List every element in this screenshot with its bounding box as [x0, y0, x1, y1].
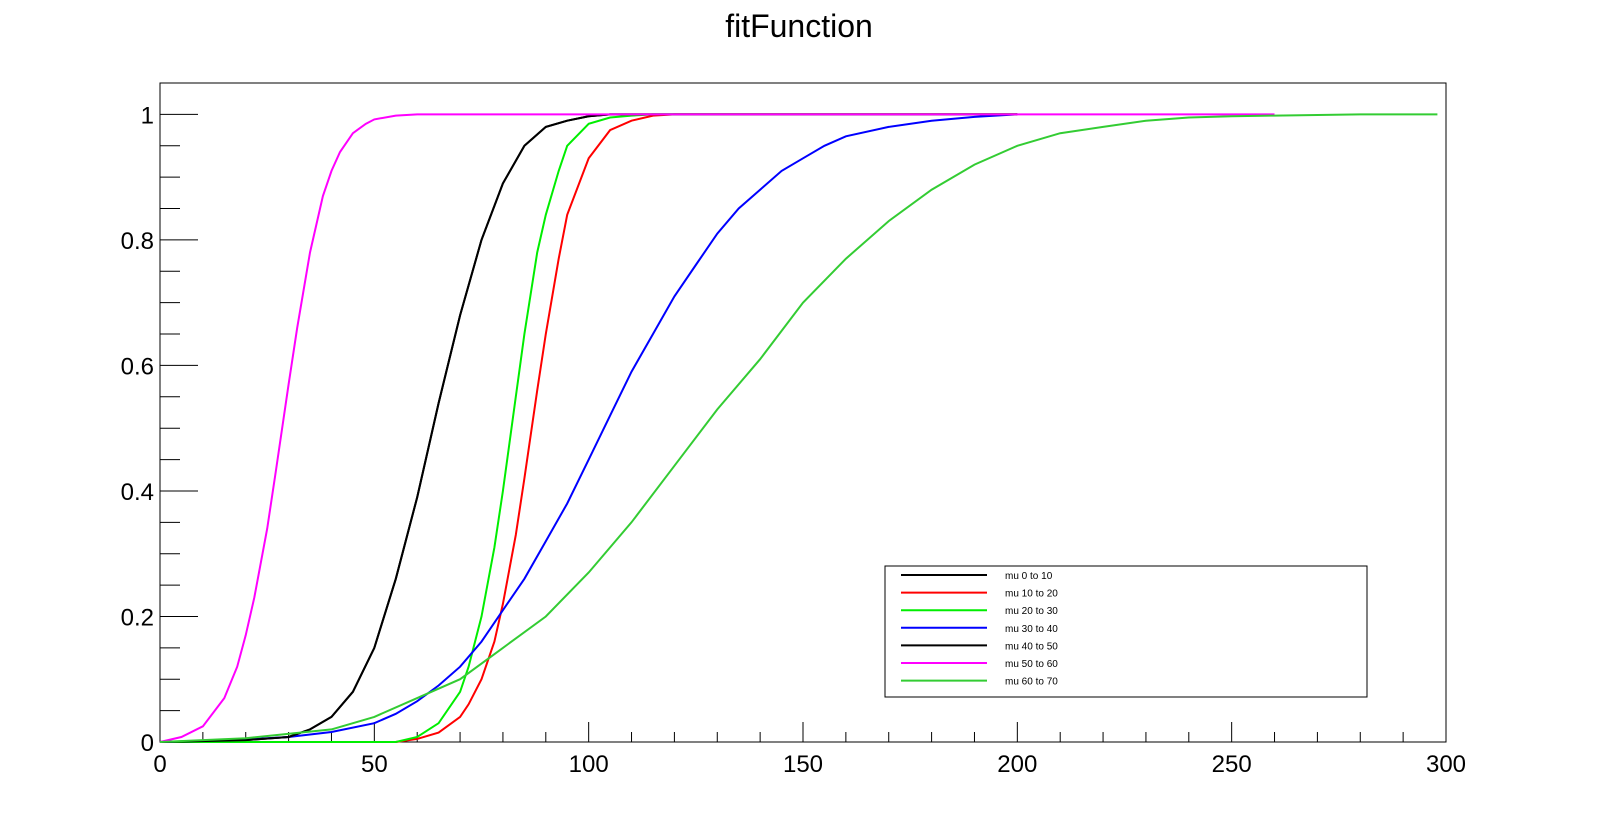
x-tick-label: 100 — [569, 751, 609, 778]
legend-label: mu 30 to 40 — [1005, 624, 1058, 635]
legend-label: mu 40 to 50 — [1005, 641, 1058, 652]
legend-label: mu 50 to 60 — [1005, 659, 1058, 670]
y-tick-label: 0 — [141, 730, 154, 757]
chart-title: fitFunction — [725, 8, 873, 44]
x-tick-label: 300 — [1426, 751, 1466, 778]
legend-label: mu 20 to 30 — [1005, 606, 1058, 617]
x-tick-label: 150 — [783, 751, 823, 778]
y-tick-label: 1 — [141, 102, 154, 129]
series-line-3 — [160, 113, 1018, 743]
legend-label: mu 10 to 20 — [1005, 589, 1058, 600]
y-tick-label: 0.6 — [121, 353, 154, 380]
x-tick-label: 50 — [361, 751, 388, 778]
x-tick-label: 200 — [997, 751, 1037, 778]
legend-box — [884, 565, 1368, 698]
y-tick-label: 0.8 — [121, 228, 154, 255]
y-tick-label: 0.2 — [121, 604, 154, 631]
x-tick-label: 0 — [153, 751, 166, 778]
series-group — [159, 113, 1438, 743]
x-tick-label: 250 — [1212, 751, 1252, 778]
y-tick-label: 0.4 — [121, 479, 154, 506]
legend-label: mu 60 to 70 — [1005, 677, 1058, 688]
legend: mu 0 to 10 mu 10 to 20 mu 20 to 30 mu 30 to… — [884, 565, 1368, 698]
series-line-4 — [159, 113, 1018, 743]
series-line-6 — [159, 113, 1275, 743]
legend-label: mu 0 to 10 — [1005, 571, 1053, 582]
series-line-2 — [160, 113, 1018, 743]
series-line-7 — [159, 113, 1438, 743]
